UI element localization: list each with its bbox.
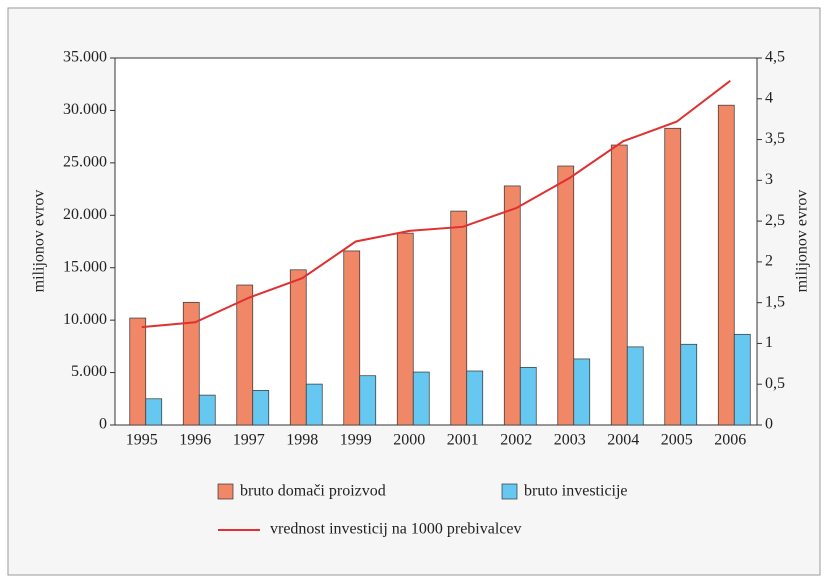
y-tick-label: 20.000 — [63, 206, 107, 223]
x-tick-label: 2006 — [714, 432, 746, 449]
bar — [343, 250, 361, 426]
y2-tick-label: 3 — [765, 171, 773, 188]
y2-tick-label: 4,5 — [765, 49, 785, 66]
x-tick-label: 2004 — [607, 432, 639, 449]
bar — [198, 394, 216, 426]
bar — [359, 375, 377, 426]
x-tick-label: 1999 — [340, 432, 372, 449]
y2-tick-label: 4 — [765, 89, 773, 106]
x-tick-label: 2005 — [661, 432, 693, 449]
y2-tick-label: 0 — [765, 416, 773, 433]
bar — [573, 358, 591, 426]
x-tick-label: 1995 — [126, 432, 158, 449]
bar — [145, 398, 163, 426]
bar — [733, 333, 751, 426]
bar — [466, 370, 484, 426]
y2-tick-label: 1,5 — [765, 293, 785, 310]
bar — [289, 269, 307, 426]
bar — [503, 185, 521, 426]
y2-tick-label: 0,5 — [765, 375, 785, 392]
line — [141, 80, 731, 329]
x-tick-label: 2001 — [447, 432, 479, 449]
bar — [305, 383, 323, 426]
y-tick-label: 10.000 — [63, 311, 107, 328]
y-tick-label: 5.000 — [71, 363, 107, 380]
bar — [626, 346, 644, 426]
y-tick-label: 35.000 — [63, 49, 107, 66]
x-tick-label: 1997 — [233, 432, 265, 449]
y2-tick-label: 1 — [765, 334, 773, 351]
bar — [236, 284, 254, 426]
y-tick-label: 15.000 — [63, 258, 107, 275]
bar — [396, 232, 414, 426]
bar — [557, 165, 575, 426]
y-tick-label: 30.000 — [63, 101, 107, 118]
y-tick-label: 25.000 — [63, 154, 107, 171]
y2-axis-label: milijonov evrov — [794, 190, 811, 293]
bar — [450, 210, 468, 426]
y-tick-label: 0 — [99, 416, 107, 433]
bar — [664, 127, 682, 426]
x-tick-label: 1998 — [286, 432, 318, 449]
bar — [182, 301, 200, 426]
y2-tick-label: 2 — [765, 253, 773, 270]
plot-area — [114, 57, 758, 426]
bar — [610, 144, 628, 426]
bar — [412, 371, 430, 426]
legend-label: bruto domači proizvod — [240, 483, 386, 500]
bar — [252, 390, 270, 426]
legend-swatch — [217, 483, 234, 500]
bar — [717, 104, 735, 426]
y2-tick-label: 3,5 — [765, 130, 785, 147]
bar — [519, 366, 537, 426]
y2-tick-label: 2,5 — [765, 212, 785, 229]
bar — [129, 317, 147, 426]
y-axis-label: milijonov evrov — [31, 190, 48, 293]
legend-swatch — [501, 483, 518, 500]
bar — [680, 343, 698, 426]
legend-label: vrednost investicij na 1000 prebivalcev — [270, 521, 521, 538]
x-tick-label: 2000 — [393, 432, 425, 449]
x-tick-label: 2003 — [554, 432, 586, 449]
legend-label: bruto investicije — [524, 483, 628, 500]
x-tick-label: 1996 — [179, 432, 211, 449]
x-tick-label: 2002 — [500, 432, 532, 449]
